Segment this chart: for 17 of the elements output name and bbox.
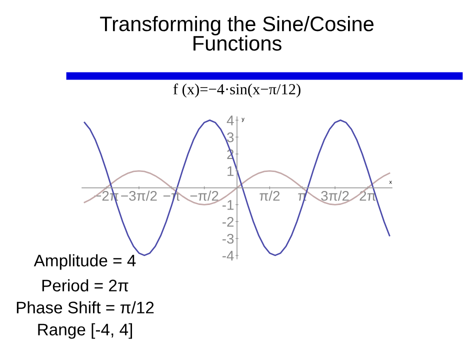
chart-subtitle: f (x)=−4·sin(x−π/12) [173, 84, 300, 98]
y-tick-label: -4 [222, 250, 234, 260]
y-tick-label: 4 [226, 116, 234, 126]
y-tick-label: 1 [228, 166, 234, 176]
x-tick-label: −π/2 [190, 190, 218, 201]
x-tick-label: 3π/2 [321, 190, 349, 201]
y-tick-label: -2 [222, 216, 234, 227]
text: Range [-4, 4] [38, 323, 132, 339]
text: Period = 2π [42, 279, 128, 292]
x-tick-label: π/2 [260, 190, 280, 201]
y-tick-label: -1 [222, 200, 234, 210]
y-tick-label: -3 [222, 234, 234, 244]
y-tick-label: 3 [227, 132, 234, 142]
annotation: Amplitude = 4 [34, 254, 136, 270]
chart-title: Transforming the Sine/Cosine Functions [100, 16, 374, 51]
x-tick-label: −3π/2 [121, 190, 157, 201]
text: Phase Shift = π/12 [16, 301, 154, 314]
